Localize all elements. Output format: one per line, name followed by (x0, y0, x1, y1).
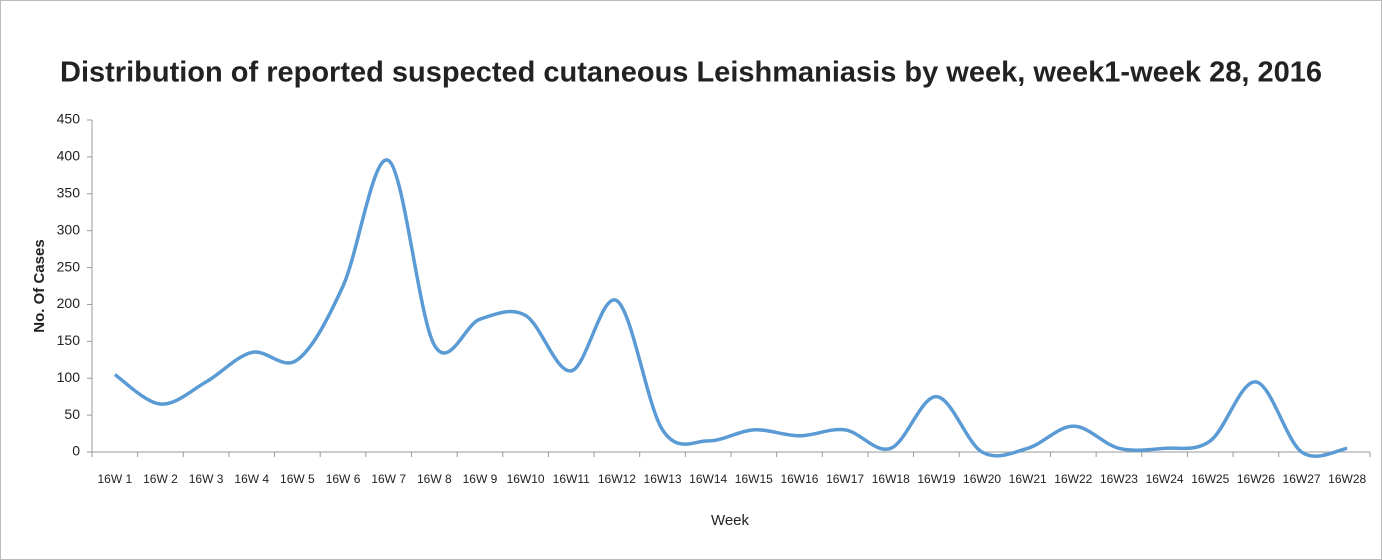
x-tick-label: 16W11 (553, 472, 590, 486)
x-tick-label: 16W17 (826, 472, 864, 486)
x-tick-label: 16W14 (689, 472, 727, 486)
x-tick-label: 16W24 (1146, 472, 1184, 486)
x-tick-label: 16W27 (1283, 472, 1321, 486)
x-tick-label: 16W 7 (371, 472, 406, 486)
y-axis-label: No. Of Cases (31, 239, 48, 332)
y-tick-label: 450 (57, 111, 81, 127)
x-tick-label: 16W 4 (234, 472, 269, 486)
x-tick-label: 16W22 (1054, 472, 1092, 486)
y-tick-label: 300 (57, 221, 81, 237)
x-axis-label: Week (711, 512, 750, 529)
x-tick-label: 16W19 (917, 472, 955, 486)
x-tick-label: 16W 5 (280, 472, 315, 486)
y-tick-label: 400 (57, 148, 81, 164)
x-tick-label: 16W20 (963, 472, 1001, 486)
x-tick-label: 16W13 (644, 472, 682, 486)
x-tick-label: 16W 9 (463, 472, 498, 486)
x-tick-label: 16W21 (1009, 472, 1047, 486)
x-tick-label: 16W18 (872, 472, 910, 486)
y-tick-label: 150 (57, 332, 81, 348)
y-tick-label: 50 (64, 406, 80, 422)
y-tick-label: 0 (72, 443, 80, 459)
x-tick-label: 16W25 (1191, 472, 1229, 486)
x-tick-label: 16W 3 (189, 472, 224, 486)
x-tick-label: 16W 1 (97, 472, 132, 486)
x-tick-label: 16W 8 (417, 472, 452, 486)
x-tick-label: 16W26 (1237, 472, 1275, 486)
x-tick-label: 16W23 (1100, 472, 1138, 486)
x-tick-label: 16W 6 (326, 472, 361, 486)
x-tick-label: 16W 2 (143, 472, 178, 486)
x-tick-label: 16W10 (507, 472, 545, 486)
y-tick-label: 350 (57, 184, 81, 200)
y-tick-label: 100 (57, 369, 81, 385)
x-tick-label: 16W12 (598, 472, 636, 486)
y-tick-label: 250 (57, 258, 81, 274)
chart-title: Distribution of reported suspected cutan… (60, 57, 1322, 89)
line-series (113, 158, 1348, 458)
x-tick-label: 16W15 (735, 472, 773, 486)
x-tick-label: 16W28 (1328, 472, 1366, 486)
x-tick-label: 16W16 (780, 472, 818, 486)
y-tick-label: 200 (57, 295, 81, 311)
